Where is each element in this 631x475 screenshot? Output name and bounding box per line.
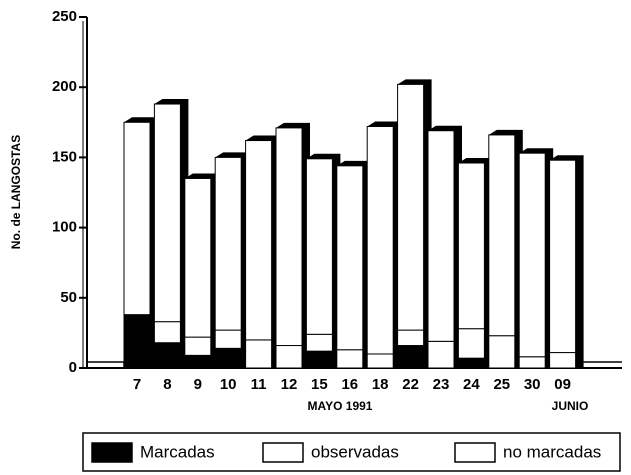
x-tick-label: 9 [194, 376, 202, 393]
x-tick-label: 22 [402, 376, 419, 393]
bar-segment [518, 152, 546, 358]
bar-segment [427, 340, 455, 369]
y-tick-label: 150 [52, 148, 77, 165]
y-axis-label: No. de LANGOSTAS [9, 135, 23, 249]
bar-segment [245, 339, 273, 369]
x-tick-label: 12 [281, 376, 298, 393]
bar-segment [457, 162, 485, 330]
legend-label: observadas [311, 442, 399, 461]
x-tick-label: 30 [524, 376, 541, 393]
bar-segment [123, 121, 151, 316]
bar-segment [153, 103, 181, 323]
bar-segment [184, 177, 212, 338]
bar-segment [305, 158, 333, 335]
bar-segment [214, 329, 242, 349]
bar-segment [549, 352, 577, 369]
bar-segment [518, 356, 546, 369]
bar-segment [214, 347, 242, 369]
bar-segment [397, 345, 425, 369]
x-tick-label: 10 [220, 376, 237, 393]
bar-segment [305, 350, 333, 369]
x-tick-label: 11 [251, 376, 267, 393]
y-tick-label: 200 [52, 78, 77, 95]
x-tick-label: 15 [311, 376, 328, 393]
bar-segment [305, 333, 333, 352]
legend-swatch [454, 442, 496, 463]
bar-segment [488, 335, 516, 369]
legend-swatch [262, 442, 304, 463]
legend-label: Marcadas [140, 442, 215, 461]
bar-segment [457, 328, 485, 359]
bar-segment [245, 140, 273, 341]
x-tick-label: 24 [463, 376, 480, 393]
bar-segment [275, 345, 303, 369]
legend-label: no marcadas [503, 442, 601, 461]
bar-segment [153, 321, 181, 344]
y-tick-label: 250 [52, 8, 77, 25]
bar-segment [397, 329, 425, 347]
bar-segment [123, 314, 151, 369]
bar-segment [549, 159, 577, 354]
legend-box [82, 432, 621, 472]
group-label: MAYO 1991 [308, 399, 373, 413]
bar-segment [397, 83, 425, 331]
bar-segment [366, 126, 394, 355]
bar-segment [153, 342, 181, 369]
bar-segment [457, 357, 485, 369]
x-tick-label: 8 [163, 376, 171, 393]
bar-segment [336, 165, 364, 351]
bar-segment [214, 156, 242, 331]
x-tick-label: 16 [341, 376, 358, 393]
x-tick-label: 23 [433, 376, 450, 393]
group-label: JUNIO [552, 399, 589, 413]
x-tick-label: 09 [554, 376, 571, 393]
x-tick-label: 7 [133, 376, 141, 393]
bar-segment [184, 336, 212, 356]
legend-swatch [91, 442, 133, 463]
bar-shadow [549, 155, 584, 368]
y-tick-label: 0 [69, 359, 77, 376]
bar-segment [184, 354, 212, 369]
x-tick-label: 25 [493, 376, 510, 393]
bar-segment [336, 349, 364, 369]
bar-segment [427, 130, 455, 342]
bar-segment [366, 353, 394, 369]
bar-segment [488, 134, 516, 337]
x-tick-label: 18 [372, 376, 389, 393]
y-tick-label: 50 [60, 289, 77, 306]
y-tick-label: 100 [52, 219, 77, 236]
bar-segment [275, 127, 303, 347]
